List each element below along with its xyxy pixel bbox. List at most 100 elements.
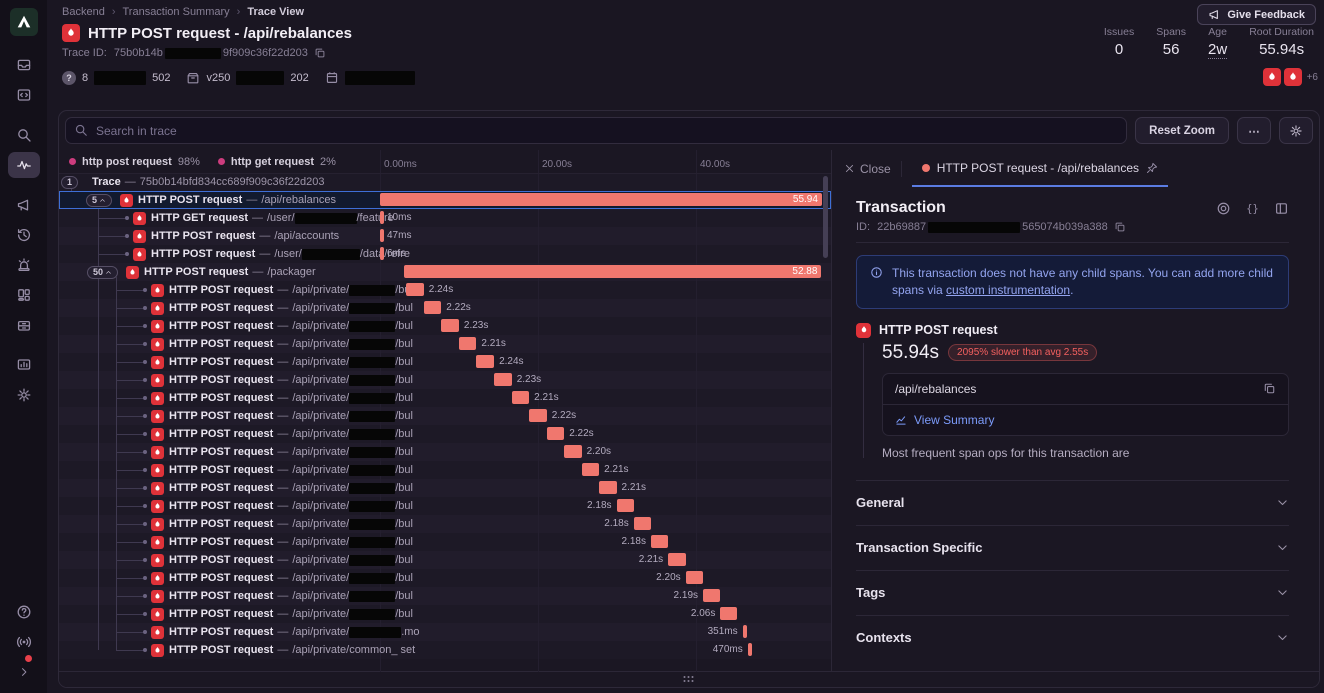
breadcrumb-item[interactable]: Backend <box>62 6 105 18</box>
sidebar-item-explore[interactable] <box>8 82 40 108</box>
span-row[interactable]: HTTP POST request —/api/private//bul 2.24s <box>59 353 831 371</box>
span-row[interactable]: HTTP POST request —/user//data/refre 6ms <box>59 245 831 263</box>
span-row[interactable]: HTTP POST request —/api/private//bul 2.20s <box>59 443 831 461</box>
span-row[interactable]: HTTP POST request —/api/private//bul 2.21s <box>59 335 831 353</box>
layout-columns-icon[interactable] <box>1274 201 1289 216</box>
span-row[interactable]: HTTP POST request —/api/private//bul 2.23s <box>59 371 831 389</box>
span-duration-bar[interactable] <box>494 373 512 386</box>
span-duration-bar[interactable] <box>406 283 424 296</box>
copy-icon[interactable] <box>1263 382 1276 395</box>
span-row[interactable]: HTTP POST request —/api/private//bul 2.24s <box>59 281 831 299</box>
settings-button[interactable] <box>1279 117 1313 144</box>
span-row[interactable]: 5 HTTP POST request —/api/rebalances 55.94 <box>59 191 831 209</box>
section-tags[interactable]: Tags <box>856 569 1289 615</box>
span-duration-bar[interactable] <box>685 571 704 584</box>
pane-divider[interactable] <box>831 150 832 672</box>
give-feedback-button[interactable]: Give Feedback <box>1197 4 1316 25</box>
span-duration-bar[interactable]: 52.88 <box>403 265 822 278</box>
span-row[interactable]: HTTP POST request —/api/private//bul 2.22s <box>59 407 831 425</box>
json-braces-icon[interactable]: {} <box>1245 201 1260 216</box>
vertical-scrollbar[interactable] <box>823 176 828 258</box>
span-duration-bar[interactable] <box>742 625 747 638</box>
resize-grip[interactable] <box>683 676 695 683</box>
span-duration-bar[interactable]: 55.94 <box>380 193 822 206</box>
span-row[interactable]: HTTP POST request —/api/accounts 47ms <box>59 227 831 245</box>
errored-span-chip[interactable] <box>1283 68 1302 86</box>
span-duration-bar[interactable] <box>668 553 686 566</box>
search-input[interactable] <box>65 117 1128 144</box>
span-duration-bar[interactable] <box>423 301 442 314</box>
span-row[interactable]: HTTP POST request —/api/private//bul 2.22s <box>59 425 831 443</box>
section-contexts[interactable]: Contexts <box>856 614 1289 660</box>
span-duration-bar[interactable] <box>380 247 384 260</box>
span-duration-bar[interactable] <box>703 589 721 602</box>
span-duration-bar[interactable] <box>564 445 582 458</box>
sidebar-footer-help[interactable] <box>8 599 40 625</box>
child-count-badge[interactable]: 50 <box>87 265 119 279</box>
span-row[interactable]: HTTP POST request —/api/private//bul 2.22s <box>59 299 831 317</box>
custom-instrumentation-link[interactable]: custom instrumentation <box>946 282 1071 297</box>
copy-icon[interactable] <box>1114 221 1126 233</box>
pin-icon[interactable] <box>1146 162 1158 174</box>
child-count-badge[interactable]: 1 <box>61 175 79 189</box>
span-row[interactable]: HTTP POST request —/api/private/common_ s… <box>59 641 831 659</box>
tag-item[interactable]: ? 8 502 <box>62 71 170 85</box>
tag-item[interactable]: v250 202 <box>186 71 309 85</box>
span-duration-bar[interactable] <box>720 607 737 620</box>
child-count-badge[interactable]: 5 <box>86 193 113 207</box>
sidebar-item-settings[interactable] <box>8 382 40 408</box>
sidebar-item-insights[interactable] <box>8 352 40 378</box>
sidebar-item-issues[interactable] <box>8 52 40 78</box>
span-row[interactable]: HTTP POST request —/api/private//bul 2.21s <box>59 461 831 479</box>
trace-root-row[interactable]: 1 Trace —75b0b14bfd834cc689f909c36f22d203 <box>59 173 831 191</box>
span-duration-bar[interactable] <box>616 499 634 512</box>
span-row[interactable]: HTTP POST request —/api/private/.mo 351ms <box>59 623 831 641</box>
span-row[interactable]: HTTP POST request —/api/private//bul 2.20s <box>59 569 831 587</box>
sidebar-item-alerts[interactable] <box>8 252 40 278</box>
sidebar-item-performance[interactable] <box>7 152 40 178</box>
close-panel-button[interactable]: Close <box>844 162 891 176</box>
span-row[interactable]: HTTP POST request —/api/private//bul 2.18s <box>59 515 831 533</box>
reset-zoom-button[interactable]: Reset Zoom <box>1135 117 1229 144</box>
target-icon[interactable] <box>1216 201 1231 216</box>
span-row[interactable]: HTTP POST request —/api/private//bul 2.21s <box>59 551 831 569</box>
span-duration-bar[interactable] <box>476 355 495 368</box>
sidebar-item-dashboards[interactable] <box>8 282 40 308</box>
more-options-button[interactable]: ⋯ <box>1237 117 1271 144</box>
span-row[interactable]: HTTP POST request —/api/private//bul 2.23s <box>59 317 831 335</box>
breadcrumb-item[interactable]: Transaction Summary <box>122 6 230 18</box>
span-duration-bar[interactable] <box>529 409 547 422</box>
span-duration-bar[interactable] <box>650 535 669 548</box>
span-row[interactable]: HTTP POST request —/api/private//bul 2.06s <box>59 605 831 623</box>
sidebar-item-replays[interactable] <box>8 222 40 248</box>
section-transaction-specific[interactable]: Transaction Specific <box>856 524 1289 570</box>
view-summary-link[interactable]: View Summary <box>883 403 1288 435</box>
span-duration-bar[interactable] <box>511 391 530 404</box>
sidebar-footer-collapse[interactable] <box>8 659 40 685</box>
span-duration-bar[interactable] <box>633 517 651 530</box>
span-duration-bar[interactable] <box>546 427 565 440</box>
span-row[interactable]: HTTP POST request —/api/private//bul 2.21s <box>59 479 831 497</box>
sidebar-item-projects[interactable] <box>8 312 40 338</box>
errored-span-chip[interactable] <box>1262 68 1281 86</box>
section-general[interactable]: General <box>856 479 1289 525</box>
span-duration-bar[interactable] <box>380 211 384 224</box>
sidebar-item-feedback[interactable] <box>8 192 40 218</box>
span-duration-bar[interactable] <box>380 229 384 242</box>
tag-item[interactable] <box>325 71 415 85</box>
span-duration-bar[interactable] <box>747 643 752 656</box>
span-duration-bar[interactable] <box>581 463 600 476</box>
app-logo[interactable] <box>9 8 38 36</box>
span-row[interactable]: HTTP POST request —/api/private//bul 2.19s <box>59 587 831 605</box>
span-row[interactable]: 50 HTTP POST request —/packager 52.88 <box>59 263 831 281</box>
tab-transaction[interactable]: HTTP POST request - /api/rebalances <box>911 150 1168 187</box>
copy-icon[interactable] <box>314 47 326 59</box>
span-duration-bar[interactable] <box>458 337 477 350</box>
span-duration-bar[interactable] <box>441 319 459 332</box>
sidebar-item-search[interactable] <box>8 122 40 148</box>
sidebar-footer-broadcast[interactable] <box>8 629 40 662</box>
span-row[interactable]: HTTP POST request —/api/private//bul 2.18s <box>59 497 831 515</box>
span-duration-bar[interactable] <box>599 481 617 494</box>
span-row[interactable]: HTTP POST request —/api/private//bul 2.18s <box>59 533 831 551</box>
span-row[interactable]: HTTP GET request —/user//feature 10ms <box>59 209 831 227</box>
